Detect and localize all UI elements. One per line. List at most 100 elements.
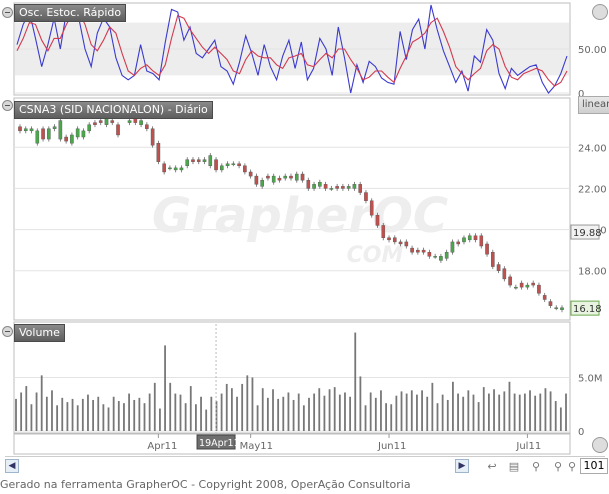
collapse-oscillator-icon[interactable] <box>2 7 13 18</box>
volume-bar <box>20 392 23 431</box>
price-candle <box>335 183 339 191</box>
volume-bar <box>66 402 69 431</box>
oscillator-panel-title[interactable]: Osc. Estoc. Rápido <box>14 4 127 22</box>
step-back-icon[interactable]: ↩ <box>487 460 497 473</box>
candle-body <box>271 175 276 183</box>
candle-body <box>145 124 149 129</box>
volume-bar <box>205 409 208 431</box>
price-candle <box>156 140 161 165</box>
volume-bar <box>35 392 38 431</box>
volume-bar <box>87 394 89 431</box>
candle-body <box>41 128 45 140</box>
volume-bar <box>297 393 300 431</box>
price-candle <box>58 118 63 142</box>
price-candle <box>554 305 559 311</box>
close-icon[interactable] <box>592 4 608 20</box>
candle-body <box>58 120 63 140</box>
candle-body <box>381 225 386 238</box>
price-candle <box>47 126 51 142</box>
candle-body <box>104 118 109 125</box>
price-candle <box>266 173 270 181</box>
search-icon[interactable]: ⚲ <box>567 460 577 473</box>
scroll-left-icon[interactable]: ◀ <box>5 459 19 473</box>
volume-bar <box>359 376 362 431</box>
volume-bar <box>112 396 115 431</box>
volume-bar <box>508 381 511 431</box>
candle-body <box>444 251 449 259</box>
candle-body <box>352 184 357 189</box>
candle-body <box>473 235 478 241</box>
volume-bar <box>446 399 449 431</box>
resize-icon[interactable] <box>592 437 608 453</box>
price-tick-label: 18.00 <box>578 267 607 278</box>
candle-body <box>64 136 68 142</box>
price-candle <box>381 222 386 241</box>
time-tick-label: Apr11 <box>147 441 177 452</box>
last-price-box <box>570 300 600 316</box>
time-tick-label: May11 <box>240 441 273 452</box>
price-candle <box>473 233 478 243</box>
candle-body <box>364 192 368 201</box>
collapse-price-icon[interactable] <box>2 100 13 111</box>
scale-mode-badge[interactable]: linear <box>578 96 609 114</box>
price-candle <box>306 177 311 191</box>
candle-body <box>196 159 201 162</box>
price-candle <box>294 171 299 183</box>
volume-bar <box>385 403 387 431</box>
volume-panel-title[interactable]: Volume <box>14 324 65 342</box>
price-candle <box>542 292 547 302</box>
candle-body <box>93 122 97 125</box>
volume-bar <box>328 389 331 431</box>
volume-bar <box>554 401 557 431</box>
volume-bar <box>323 395 326 431</box>
candle-body <box>139 120 143 125</box>
candle-body <box>375 214 380 226</box>
price-candle <box>387 235 391 243</box>
chart-type-icon[interactable]: ▤ <box>508 460 520 473</box>
candle-body <box>508 276 512 286</box>
volume-bar <box>338 394 341 431</box>
price-candle <box>271 173 276 185</box>
candle-body <box>116 124 120 136</box>
price-candle <box>75 126 80 140</box>
price-candle <box>70 132 74 146</box>
volume-bar <box>97 396 100 431</box>
zoom-out-icon[interactable]: ⚲ <box>531 460 541 473</box>
candle-body <box>133 118 138 123</box>
price-candle <box>346 183 351 191</box>
price-candle <box>300 171 305 183</box>
watermark-logo: GrapherOC <box>152 188 448 244</box>
candle-body <box>410 247 414 253</box>
price-candle <box>237 161 241 169</box>
candle-body <box>168 167 172 170</box>
price-candle <box>450 239 455 255</box>
price-candle <box>220 163 224 173</box>
price-candle <box>87 122 91 134</box>
zoom-in-icon[interactable]: ⚲ <box>553 460 563 473</box>
price-candle <box>323 181 328 191</box>
volume-bar <box>395 395 398 431</box>
price-candle <box>231 161 236 167</box>
candle-body <box>312 184 316 189</box>
time-axis <box>13 433 571 455</box>
zoom-level-input[interactable]: 101 <box>580 458 608 474</box>
volume-bar <box>565 393 567 431</box>
volume-bar <box>174 393 177 431</box>
price-candle <box>110 118 115 126</box>
volume-bar <box>272 389 274 431</box>
price-candle <box>485 241 489 257</box>
candle-body <box>433 256 437 258</box>
volume-bar <box>405 393 408 431</box>
scroll-right-icon[interactable]: ▶ <box>455 459 469 473</box>
price-candle <box>243 163 247 175</box>
volume-bar <box>313 393 316 431</box>
oscillator-k-line <box>16 4 568 94</box>
price-candle <box>225 161 230 169</box>
price-panel-title[interactable]: CSNA3 (SID NACIONALON) - Diário <box>14 101 213 119</box>
price-panel <box>13 97 571 321</box>
price-candle <box>23 126 28 134</box>
volume-bar <box>344 392 346 431</box>
collapse-volume-icon[interactable] <box>2 326 13 337</box>
price-candle <box>519 280 524 290</box>
volume-bar <box>179 394 182 431</box>
